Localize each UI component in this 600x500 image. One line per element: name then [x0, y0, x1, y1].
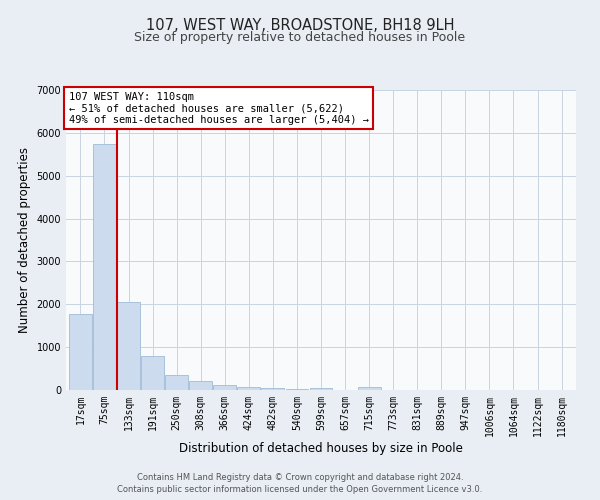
Text: Contains public sector information licensed under the Open Government Licence v3: Contains public sector information licen…: [118, 485, 482, 494]
Bar: [117, 302, 140, 390]
Bar: [214, 386, 236, 390]
Bar: [262, 388, 284, 390]
X-axis label: Distribution of detached houses by size in Poole: Distribution of detached houses by size …: [179, 442, 463, 454]
Bar: [165, 375, 188, 390]
Bar: [238, 387, 260, 390]
Text: Size of property relative to detached houses in Poole: Size of property relative to detached ho…: [134, 31, 466, 44]
Bar: [93, 144, 116, 390]
Text: 107, WEST WAY, BROADSTONE, BH18 9LH: 107, WEST WAY, BROADSTONE, BH18 9LH: [146, 18, 454, 32]
Bar: [310, 388, 332, 390]
Bar: [69, 314, 92, 390]
Text: 107 WEST WAY: 110sqm
← 51% of detached houses are smaller (5,622)
49% of semi-de: 107 WEST WAY: 110sqm ← 51% of detached h…: [68, 92, 368, 124]
Bar: [358, 388, 380, 390]
Bar: [189, 381, 212, 390]
Text: Contains HM Land Registry data © Crown copyright and database right 2024.: Contains HM Land Registry data © Crown c…: [137, 472, 463, 482]
Y-axis label: Number of detached properties: Number of detached properties: [18, 147, 31, 333]
Bar: [286, 388, 308, 390]
Bar: [141, 356, 164, 390]
